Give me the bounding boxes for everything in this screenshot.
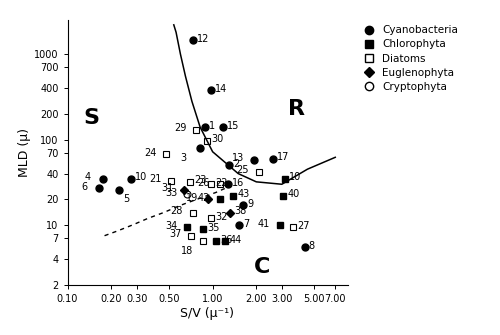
- Text: 38: 38: [234, 206, 246, 216]
- Text: R: R: [288, 98, 306, 119]
- Text: 36: 36: [220, 234, 232, 245]
- Text: 22: 22: [215, 178, 228, 188]
- Text: 8: 8: [308, 241, 315, 251]
- Text: 40: 40: [287, 189, 300, 199]
- Text: 5: 5: [123, 194, 129, 204]
- Legend: Cyanobacteria, Chlorophyta, Diatoms, Euglenophyta, Cryptophyta: Cyanobacteria, Chlorophyta, Diatoms, Eug…: [358, 25, 458, 92]
- Text: 12: 12: [197, 34, 209, 44]
- X-axis label: S/V (μ⁻¹): S/V (μ⁻¹): [180, 307, 234, 320]
- Text: 42: 42: [198, 193, 210, 203]
- Text: 28: 28: [170, 206, 183, 216]
- Text: 41: 41: [258, 219, 270, 228]
- Text: 29: 29: [174, 123, 186, 133]
- Text: 19: 19: [186, 193, 198, 203]
- Text: 33: 33: [165, 188, 177, 198]
- Text: 15: 15: [227, 121, 239, 131]
- Text: 10: 10: [289, 172, 302, 182]
- Text: 21: 21: [149, 174, 162, 184]
- Text: 3: 3: [180, 152, 187, 162]
- Text: 10: 10: [136, 172, 147, 182]
- Text: 14: 14: [215, 84, 227, 93]
- Text: 1: 1: [208, 121, 215, 131]
- Text: 17: 17: [277, 152, 289, 162]
- Text: 27: 27: [298, 220, 310, 230]
- Text: 35: 35: [208, 222, 220, 232]
- Text: 25: 25: [236, 165, 249, 175]
- Text: 2: 2: [234, 159, 239, 169]
- Text: 43: 43: [237, 189, 250, 199]
- Text: 34: 34: [165, 220, 177, 230]
- Y-axis label: MLD (μ): MLD (μ): [18, 128, 31, 177]
- Text: 13: 13: [232, 153, 244, 163]
- Text: 18: 18: [181, 246, 193, 256]
- Text: 30: 30: [212, 134, 224, 144]
- Text: 44: 44: [230, 234, 241, 245]
- Text: 23: 23: [194, 176, 206, 186]
- Text: 16: 16: [232, 178, 244, 188]
- Text: S: S: [83, 108, 99, 128]
- Text: 32: 32: [216, 212, 228, 222]
- Text: 6: 6: [81, 182, 87, 192]
- Text: 26: 26: [198, 178, 210, 188]
- Text: 4: 4: [84, 172, 91, 182]
- Text: 31: 31: [162, 183, 173, 193]
- Text: 7: 7: [243, 219, 250, 228]
- Text: 9: 9: [247, 199, 254, 209]
- Text: 37: 37: [169, 229, 181, 239]
- Text: C: C: [254, 257, 270, 277]
- Text: 24: 24: [144, 148, 156, 158]
